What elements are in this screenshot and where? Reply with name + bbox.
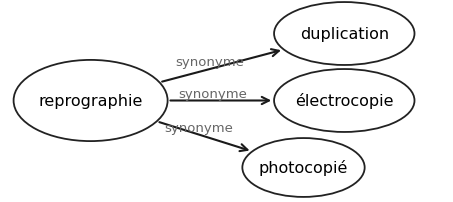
Text: synonyme: synonyme <box>175 56 244 69</box>
Text: duplication: duplication <box>300 27 389 42</box>
Text: synonyme: synonyme <box>178 87 247 101</box>
Text: électrocopie: électrocopie <box>295 93 394 109</box>
Text: synonyme: synonyme <box>164 121 233 134</box>
Text: reprographie: reprographie <box>39 94 143 108</box>
Text: photocopié: photocopié <box>259 160 348 176</box>
